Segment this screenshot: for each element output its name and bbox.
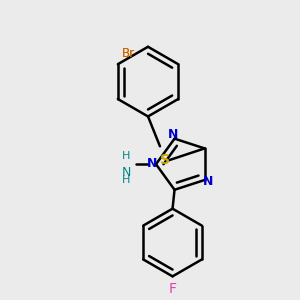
Text: S: S <box>160 153 170 167</box>
Text: N: N <box>122 166 131 179</box>
Text: N: N <box>147 157 157 170</box>
Text: F: F <box>169 282 176 296</box>
Text: N: N <box>203 175 214 188</box>
Text: N: N <box>168 128 179 141</box>
Text: H: H <box>122 151 130 161</box>
Text: Br: Br <box>122 47 135 60</box>
Text: Br: Br <box>122 47 135 60</box>
Text: H: H <box>122 175 130 185</box>
